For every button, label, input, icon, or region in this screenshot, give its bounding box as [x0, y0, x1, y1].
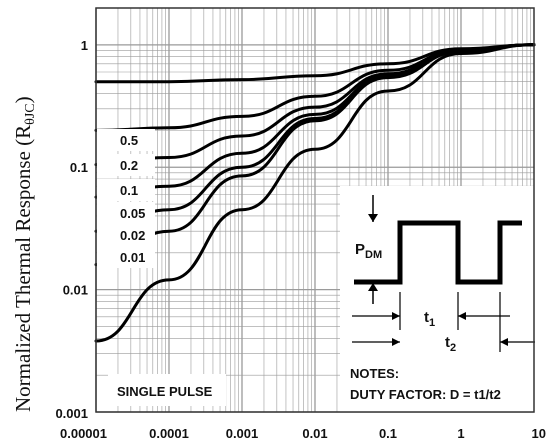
y-tick-label: 1 [81, 38, 88, 53]
x-tick-label: 0.01 [302, 426, 327, 441]
series-line-6 [94, 43, 536, 343]
single-pulse-box [108, 374, 226, 406]
y-tick-label: 0.01 [63, 283, 88, 298]
duty-factor-note: DUTY FACTOR: D = t1/t2 [350, 387, 501, 402]
legend-label-bg [97, 224, 155, 246]
notes-inset: PDM t1 t2 NOTES: DUTY FACTOR: D = t1/t2 [340, 186, 544, 412]
pdm-bottom-arrowhead [368, 283, 378, 291]
legend-label-bg [97, 154, 155, 176]
y-tick-label: 0.001 [55, 406, 88, 421]
legend-label-bg [97, 129, 155, 151]
t2-label: t2 [445, 334, 456, 354]
pdm-label: PDM [355, 241, 382, 261]
x-tick-label: 0.0001 [149, 426, 189, 441]
pdm-top-arrowhead [368, 214, 378, 222]
notes-title: NOTES: [350, 366, 399, 381]
legend-label-0.05: 0.05 [120, 206, 145, 221]
x-tick-label: 1 [457, 426, 464, 441]
y-axis-title: Normalized Thermal Response (RθJC) [11, 96, 38, 412]
legend-label-0.5: 0.5 [120, 133, 138, 148]
t1-right-arrowhead [458, 312, 466, 320]
legend-label-0.02: 0.02 [120, 228, 145, 243]
x-tick-label: 0.001 [226, 426, 259, 441]
x-tick-labels: 0.00001 0.0001 0.001 0.01 0.1 1 10 [60, 426, 546, 441]
single-pulse-label: SINGLE PULSE [117, 384, 213, 399]
legend-label-bg [97, 179, 155, 201]
legend-label-0.01: 0.01 [120, 250, 145, 265]
legend-label-0.1: 0.1 [120, 183, 138, 198]
plot-frame [95, 7, 535, 413]
x-tick-label: 0.1 [379, 426, 397, 441]
series-line-5 [94, 43, 536, 267]
t2-right-arrowhead [500, 338, 508, 346]
legend-label-bg [97, 246, 155, 268]
t1-left-arrowhead [392, 312, 400, 320]
x-tick-label: 0.00001 [60, 426, 107, 441]
t1-label: t1 [424, 309, 435, 329]
t2-left-arrowhead [392, 338, 400, 346]
x-tick-label: 10 [532, 426, 546, 441]
legend-label-0.2: 0.2 [120, 158, 138, 173]
legend-label-bg [97, 202, 155, 224]
y-tick-labels: 0.001 0.01 0.1 1 [55, 38, 88, 421]
series-curves [94, 43, 536, 343]
duty-legend: 0.5 0.2 0.1 0.05 0.02 0.01 [97, 129, 155, 268]
y-tick-label: 0.1 [70, 160, 88, 175]
pulse-waveform [354, 220, 522, 285]
